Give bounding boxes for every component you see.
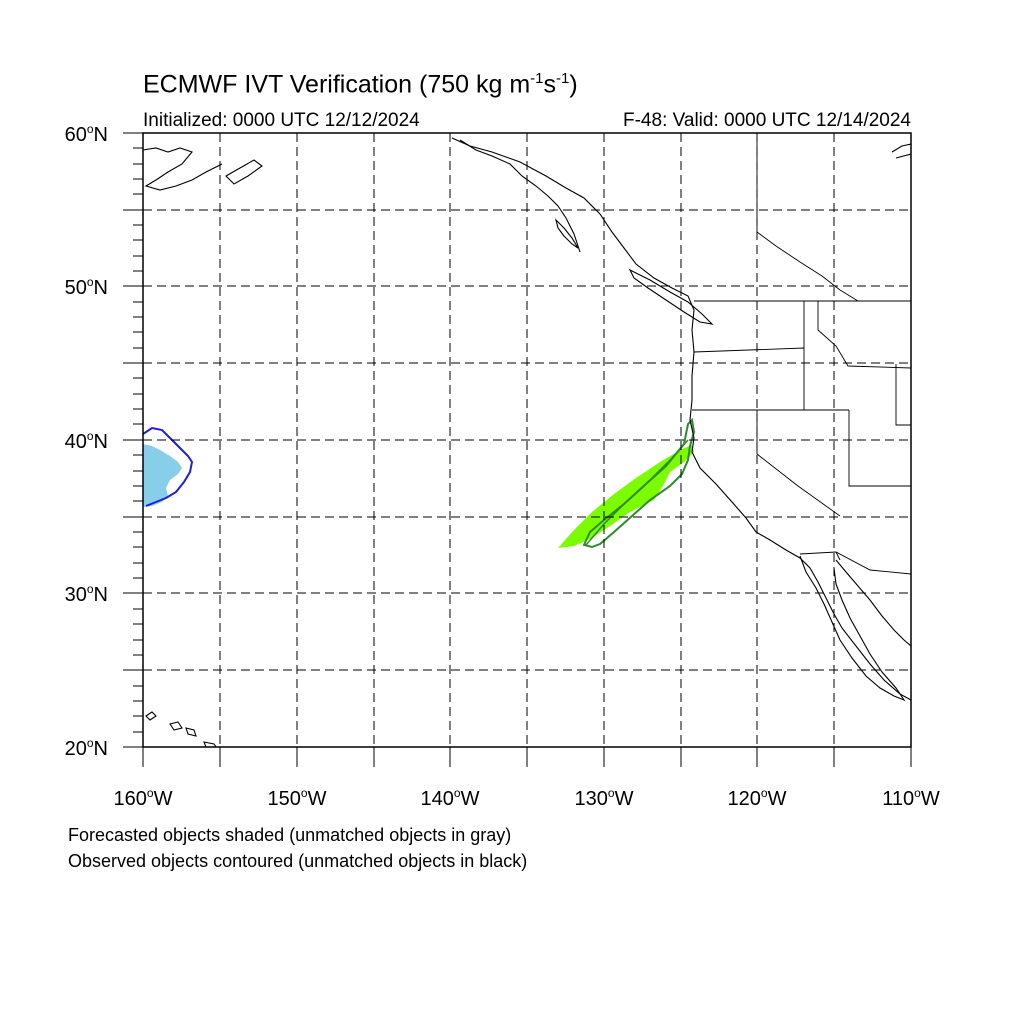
border-id bbox=[803, 301, 911, 369]
lat-label-60: 60oN bbox=[65, 122, 108, 146]
lon-label-160: 160oW bbox=[114, 786, 173, 810]
coastline-sonora bbox=[835, 559, 911, 647]
coastline-alaska-panhandle bbox=[459, 139, 581, 253]
coastline-haida-gwaii bbox=[554, 218, 579, 249]
coastline-alaska-west bbox=[143, 147, 223, 191]
observed-object-2-axis bbox=[585, 439, 689, 546]
lat-labels: 60oN 50oN 40oN 30oN 20oN bbox=[65, 122, 108, 760]
forecast-object-2 bbox=[558, 445, 694, 548]
lat-label-40: 40oN bbox=[65, 429, 108, 453]
coastline-hawaii bbox=[145, 711, 217, 747]
border-nv-ut bbox=[848, 410, 911, 487]
border-baja-sonora bbox=[835, 551, 841, 561]
axis-ticks bbox=[123, 132, 912, 767]
lon-label-150: 150oW bbox=[268, 786, 327, 810]
legend-note-forecast: Forecasted objects shaded (unmatched obj… bbox=[68, 825, 512, 845]
lat-label-30: 30oN bbox=[65, 582, 108, 606]
coastline-baja-california bbox=[799, 555, 906, 702]
initialized-time: Initialized: 0000 UTC 12/12/2024 bbox=[143, 110, 420, 131]
border-ca-nv bbox=[756, 410, 841, 517]
lon-label-130: 130oW bbox=[575, 786, 634, 810]
border-wa-or bbox=[693, 347, 805, 410]
lon-labels: 160oW 150oW 140oW 130oW 120oW 110oW bbox=[114, 786, 940, 810]
forecast-object-1 bbox=[143, 444, 182, 507]
border-ak-bc bbox=[756, 133, 859, 302]
lon-label-110: 110oW bbox=[882, 786, 940, 810]
valid-time: F-48: Valid: 0000 UTC 12/14/2024 bbox=[623, 110, 911, 131]
observed-object-1-contour bbox=[143, 426, 194, 507]
coastline-vancouver-island bbox=[628, 268, 714, 325]
lon-label-120: 120oW bbox=[728, 786, 787, 810]
legend-note-observed: Observed objects contoured (unmatched ob… bbox=[68, 851, 528, 871]
lat-label-50: 50oN bbox=[65, 275, 108, 299]
grid-lines bbox=[143, 133, 911, 747]
coastline-kodiak bbox=[225, 159, 263, 185]
figure-title: ECMWF IVT Verification (750 kg m-1s-1) bbox=[143, 70, 578, 99]
border-ut-co bbox=[895, 364, 911, 426]
lon-label-140: 140oW bbox=[421, 786, 480, 810]
border-us-mexico bbox=[799, 551, 911, 575]
coastline-north-america bbox=[451, 137, 911, 701]
coastline-northeast bbox=[891, 143, 911, 159]
lat-label-20: 20oN bbox=[65, 736, 108, 760]
